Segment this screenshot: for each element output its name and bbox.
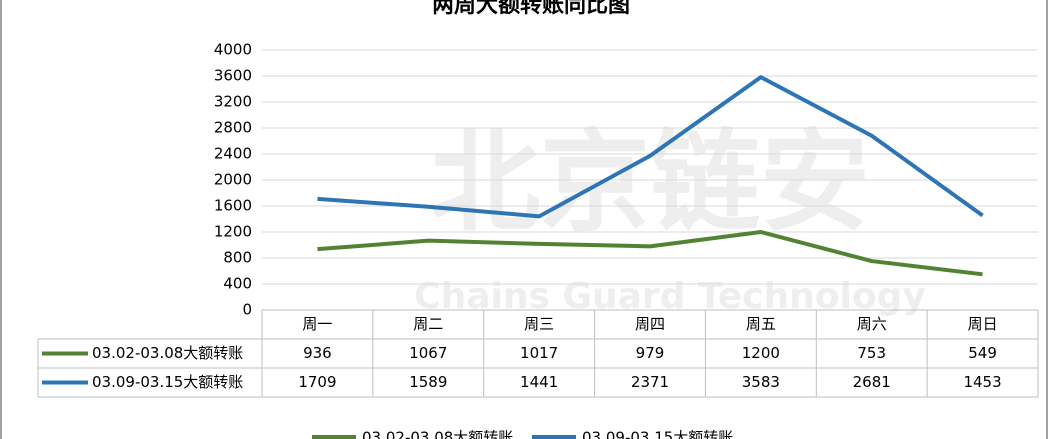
legend-label: 03.02-03.08大额转账 bbox=[92, 344, 243, 362]
watermark-logo: 北京链安 bbox=[430, 118, 870, 246]
watermark-text: Chains Guard Technology bbox=[414, 276, 926, 317]
table-value: 1200 bbox=[742, 344, 780, 362]
x-tick-label: 周五 bbox=[746, 315, 776, 333]
table-value: 2371 bbox=[631, 373, 669, 391]
y-tick-label: 2400 bbox=[214, 145, 252, 163]
y-tick-label: 2000 bbox=[214, 171, 252, 189]
y-tick-label: 3200 bbox=[214, 93, 252, 111]
table-value: 1589 bbox=[409, 373, 447, 391]
table-value: 1709 bbox=[298, 373, 336, 391]
table-value: 549 bbox=[968, 344, 997, 362]
y-tick-label: 3600 bbox=[214, 67, 252, 85]
y-tick-label: 1600 bbox=[214, 197, 252, 215]
legend-label: 03.09-03.15大额转账 bbox=[582, 429, 733, 439]
table-value: 2681 bbox=[853, 373, 891, 391]
table-value: 753 bbox=[857, 344, 886, 362]
x-tick-label: 周日 bbox=[968, 315, 998, 333]
chart-title: 两周大额转账同比图 bbox=[432, 0, 630, 18]
data-line bbox=[317, 230, 983, 277]
table-value: 979 bbox=[636, 344, 665, 362]
legend-label: 03.09-03.15大额转账 bbox=[92, 373, 243, 391]
table-value: 3583 bbox=[742, 373, 780, 391]
y-tick-label: 400 bbox=[223, 275, 252, 293]
table-value: 1453 bbox=[963, 373, 1001, 391]
x-tick-label: 周四 bbox=[635, 315, 665, 333]
table-value: 1067 bbox=[409, 344, 447, 362]
x-tick-label: 周三 bbox=[524, 315, 554, 333]
y-tick-label: 2800 bbox=[214, 119, 252, 137]
y-tick-label: 4000 bbox=[214, 41, 252, 59]
x-tick-label: 周一 bbox=[302, 315, 332, 333]
legend-label: 03.02-03.08大额转账 bbox=[362, 429, 513, 439]
data-line bbox=[317, 75, 984, 219]
y-tick-label: 0 bbox=[242, 301, 252, 319]
x-tick-label: 周六 bbox=[857, 315, 887, 333]
y-tick-label: 800 bbox=[223, 249, 252, 267]
table-value: 936 bbox=[303, 344, 332, 362]
y-tick-label: 1200 bbox=[214, 223, 252, 241]
table-value: 1441 bbox=[520, 373, 558, 391]
table-value: 1017 bbox=[520, 344, 558, 362]
x-tick-label: 周二 bbox=[413, 315, 443, 333]
